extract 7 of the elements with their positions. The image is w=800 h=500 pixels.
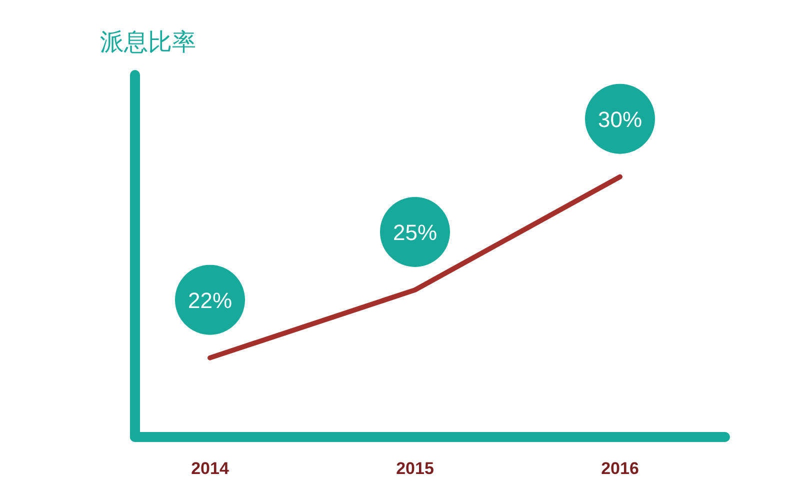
x-tick-label: 2016 bbox=[601, 459, 639, 478]
data-label: 25% bbox=[392, 220, 438, 245]
y-axis-title: 派息比率 bbox=[100, 29, 196, 56]
data-label: 22% bbox=[188, 288, 232, 313]
x-tick-label: 2014 bbox=[191, 459, 230, 478]
data-label: 30% bbox=[598, 106, 642, 132]
x-tick-label: 2015 bbox=[396, 459, 434, 478]
